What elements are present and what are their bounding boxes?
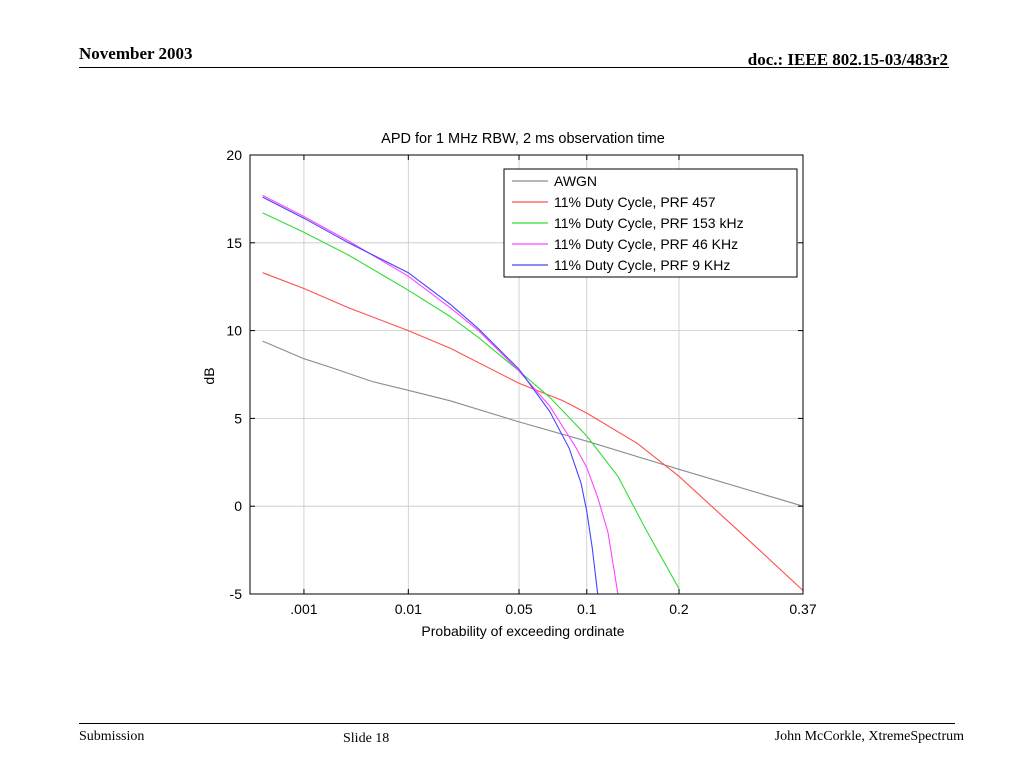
header-doc-id: doc.: IEEE 802.15-03/483r2 <box>747 50 948 69</box>
x-tick-label: 0.37 <box>789 601 816 617</box>
y-tick-label: 5 <box>234 410 242 426</box>
x-tick-label: 0.1 <box>577 601 597 617</box>
series-line-3 <box>262 212 680 589</box>
series-line-4 <box>262 194 619 595</box>
y-tick-label: 20 <box>226 147 242 163</box>
legend-entry: AWGN <box>554 173 597 189</box>
footer-author: John McCorkle, XtremeSpectrum <box>774 729 964 744</box>
y-tick-label: 10 <box>226 323 242 339</box>
legend-box <box>503 168 798 278</box>
y-tick-label: 0 <box>234 498 242 514</box>
footer-submission: Submission <box>79 729 145 744</box>
footer-slide-number: Slide 18 <box>343 731 390 746</box>
legend-entry: 11% Duty Cycle, PRF 46 KHz <box>554 236 738 252</box>
chart-ticks: .001 0.01 0.05 0.1 0.2 0.37 -5 0 5 10 15 20 <box>226 147 816 617</box>
chart-legend: AWGN 11% Duty Cycle, PRF 457 11% Duty Cycl… <box>503 168 798 278</box>
legend-entry: 11% Duty Cycle, PRF 457 <box>554 194 716 210</box>
x-axis-label: Probability of exceeding ordinate <box>421 623 624 639</box>
chart-title: APD for 1 MHz RBW, 2 ms observation time <box>381 131 665 147</box>
x-tick-label: 0.01 <box>395 601 422 617</box>
x-tick-label: 0.2 <box>669 601 689 617</box>
footer-rule <box>79 723 955 724</box>
y-tick-label: 15 <box>226 235 242 251</box>
chart-series <box>262 194 804 595</box>
series-line-1 <box>262 340 804 507</box>
series-line-2 <box>262 272 804 591</box>
x-tick-label: .001 <box>290 601 317 617</box>
header-rule <box>79 67 949 68</box>
y-tick-label: -5 <box>230 586 243 602</box>
x-tick-label: 0.05 <box>505 601 532 617</box>
header-date: November 2003 <box>79 44 193 63</box>
legend-entry: 11% Duty Cycle, PRF 153 kHz <box>554 215 744 231</box>
plot-area-frame <box>249 154 804 595</box>
series-line-5 <box>262 196 599 595</box>
legend-entry: 11% Duty Cycle, PRF 9 KHz <box>554 257 730 273</box>
y-axis-label: dB <box>201 367 217 384</box>
